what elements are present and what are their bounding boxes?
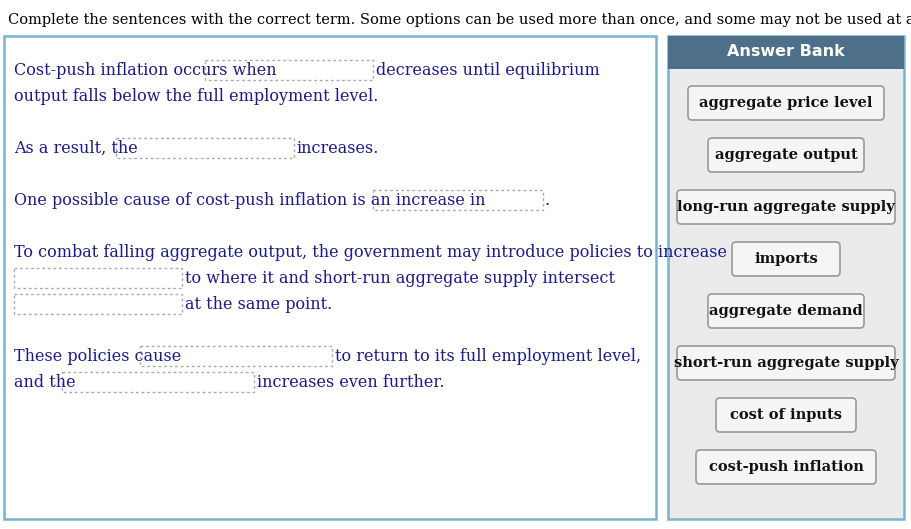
Text: increases.: increases. — [297, 140, 379, 157]
FancyBboxPatch shape — [688, 86, 884, 120]
Text: aggregate price level: aggregate price level — [700, 96, 873, 110]
Bar — [62, 372, 254, 392]
Text: One possible cause of cost-push inflation is an increase in: One possible cause of cost-push inflatio… — [14, 192, 491, 209]
Bar — [4, 36, 656, 519]
Text: Cost-push inflation occurs when: Cost-push inflation occurs when — [14, 62, 281, 79]
Text: aggregate output: aggregate output — [714, 148, 857, 162]
FancyBboxPatch shape — [708, 138, 864, 172]
Bar — [668, 36, 904, 519]
FancyBboxPatch shape — [732, 242, 840, 276]
Bar — [14, 294, 182, 314]
Text: at the same point.: at the same point. — [185, 296, 333, 313]
Text: increases even further.: increases even further. — [257, 374, 445, 391]
Text: .: . — [545, 192, 550, 209]
Text: As a result, the: As a result, the — [14, 140, 143, 157]
Bar — [116, 138, 293, 158]
FancyBboxPatch shape — [708, 294, 864, 328]
Bar — [373, 190, 543, 210]
Bar — [14, 268, 182, 288]
Bar — [205, 60, 374, 80]
Text: These policies cause: These policies cause — [14, 348, 187, 365]
Text: imports: imports — [754, 252, 818, 266]
Text: Complete the sentences with the correct term. Some options can be used more than: Complete the sentences with the correct … — [8, 13, 911, 27]
FancyBboxPatch shape — [677, 346, 895, 380]
Text: short-run aggregate supply: short-run aggregate supply — [674, 356, 898, 370]
Text: and the: and the — [14, 374, 81, 391]
Text: decreases until equilibrium: decreases until equilibrium — [376, 62, 600, 79]
Text: to where it and short-run aggregate supply intersect: to where it and short-run aggregate supp… — [185, 270, 615, 287]
Bar — [139, 346, 332, 366]
Text: to return to its full employment level,: to return to its full employment level, — [334, 348, 640, 365]
FancyBboxPatch shape — [696, 450, 876, 484]
Text: aggregate demand: aggregate demand — [709, 304, 863, 318]
FancyBboxPatch shape — [677, 190, 895, 224]
FancyBboxPatch shape — [716, 398, 856, 432]
Text: output falls below the full employment level.: output falls below the full employment l… — [14, 88, 378, 105]
Text: To combat falling aggregate output, the government may introduce policies to inc: To combat falling aggregate output, the … — [14, 244, 727, 261]
Text: long-run aggregate supply: long-run aggregate supply — [677, 200, 895, 214]
Text: Answer Bank: Answer Bank — [727, 44, 844, 59]
Text: cost-push inflation: cost-push inflation — [709, 460, 864, 474]
Text: cost of inputs: cost of inputs — [730, 408, 842, 422]
Bar — [668, 36, 904, 69]
